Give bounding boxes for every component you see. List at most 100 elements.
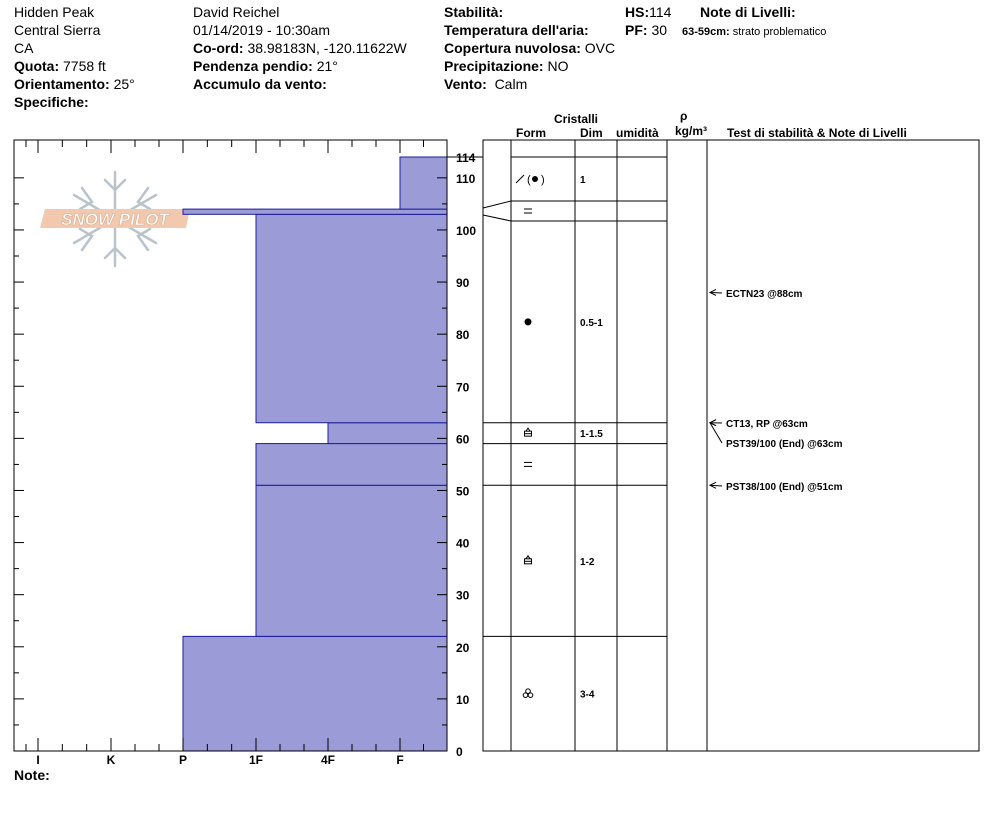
wind-label: Vento:: [444, 76, 487, 92]
observer: David Reichel: [193, 4, 280, 20]
hardness-tick-label: K: [107, 753, 116, 767]
coord-label: Co-ord:: [193, 40, 244, 56]
range: Central Sierra: [14, 22, 101, 38]
hardness-tick-label: 1F: [249, 753, 263, 767]
hs-row: HS:114: [625, 4, 671, 20]
pf-row: PF: 30: [625, 22, 667, 38]
faceted-icon: [524, 461, 532, 467]
height-tick-label: 40: [456, 537, 470, 551]
wind-loading-label: Accumulo da vento:: [193, 76, 327, 92]
notes-label: Note:: [14, 767, 50, 783]
height-tick-label: 110: [456, 172, 476, 186]
elevation-value: 7758 ft: [63, 58, 106, 74]
test-label: PST38/100 (End) @51cm: [726, 482, 843, 493]
precipitation-particles-icon: (): [515, 174, 545, 186]
layer-notes-label: Note di Livelli:: [700, 4, 796, 20]
depth-hoar-icon: [524, 554, 532, 565]
hardness-bar: [255, 213, 448, 424]
melt-form-icon: [522, 688, 534, 698]
hardness-bar: [182, 208, 448, 215]
layer-connector: [482, 200, 512, 209]
datetime: 01/14/2019 - 10:30am: [193, 22, 330, 38]
location: Hidden Peak: [14, 4, 95, 20]
layers-table-frame: [482, 139, 980, 752]
stability-label: Stabilità:: [444, 4, 504, 20]
height-tick-label: 10: [456, 693, 470, 707]
test-arrowhead: [708, 289, 717, 296]
icon-part: [532, 176, 538, 182]
crystal-size: 1-1.5: [580, 429, 603, 440]
height-tick-label: 70: [456, 380, 470, 394]
logo-text: SNOW PILOT: [61, 210, 170, 229]
slope-row: Pendenza pendio: 21°: [193, 58, 338, 74]
layer-note-text: strato problematico: [732, 26, 827, 38]
wind-value: Calm: [494, 76, 528, 92]
elevation-row: Quota: 7758 ft: [14, 58, 106, 74]
test-arrowhead: [708, 419, 717, 427]
sky-row: Copertura nuvolosa: OVC: [444, 40, 615, 56]
hs-label: HS:: [625, 4, 650, 20]
elevation-label: Quota:: [14, 58, 60, 74]
height-tick-label: 50: [456, 484, 470, 498]
moisture-header: umidità: [616, 126, 659, 140]
layer-note-range: 63-59cm:: [682, 26, 730, 38]
hardness-bar: [399, 156, 448, 210]
hardness-bar: [327, 422, 448, 445]
test-label: ECTN23 @88cm: [726, 289, 803, 300]
icon-part: [524, 318, 532, 326]
test-arrowhead: [708, 481, 717, 489]
height-tick-label: 114: [456, 151, 476, 165]
slope-label: Pendenza pendio:: [193, 58, 313, 74]
crystal-size: 0.5-1: [580, 318, 603, 329]
test-pointer: [709, 422, 723, 444]
coord-row: Co-ord: 38.98183N, -120.11622W: [193, 40, 407, 56]
height-tick-label: 100: [456, 224, 476, 238]
sky-value: OVC: [584, 40, 616, 56]
icon-part: ): [541, 174, 545, 186]
crystals-header: Cristalli: [554, 112, 599, 126]
aspect-value: 25°: [113, 76, 135, 92]
hardness-bar: [255, 443, 448, 486]
height-tick-label: 30: [456, 589, 470, 603]
crystal-size: 1: [580, 175, 586, 186]
icon-part: [525, 554, 531, 560]
size-header: Dim: [580, 126, 603, 140]
icon-part: (: [527, 174, 531, 186]
pf-label: PF:: [625, 22, 648, 38]
sky-label: Copertura nuvolosa:: [444, 40, 581, 56]
precip-row: Precipitazione: NO: [444, 58, 568, 74]
hardness-bar: [255, 484, 448, 637]
air-temp-label: Temperatura dell'aria:: [444, 22, 589, 38]
height-tick-label: 20: [456, 641, 470, 655]
faceted-icon: [524, 208, 532, 214]
hardness-plot-frame: [13, 139, 448, 752]
pf-value: 30: [651, 22, 668, 38]
hardness-tick-label: 4F: [321, 753, 335, 767]
wind-row: Vento: Calm: [444, 76, 527, 92]
icon-part: [515, 174, 525, 184]
test-pointer: [709, 291, 723, 294]
hardness-bar: [182, 635, 448, 752]
test-label: PST39/100 (End) @63cm: [726, 439, 843, 450]
hardness-bars: [182, 156, 448, 752]
icon-part: [527, 692, 534, 698]
icon-part: [525, 688, 531, 694]
layer-note-row: 63-59cm: strato problematico: [682, 24, 826, 40]
precip-value: NO: [547, 58, 569, 74]
aspect-label: Orientamento:: [14, 76, 110, 92]
rounded-grain-icon: [524, 318, 532, 326]
coord-value: 38.98183N, -120.11622W: [247, 40, 407, 56]
hardness-tick-label: P: [179, 753, 187, 767]
precip-label: Precipitazione:: [444, 58, 544, 74]
height-tick-label: 90: [456, 276, 470, 290]
test-label: CT13, RP @63cm: [726, 419, 808, 430]
snowpilot-logo: SNOW PILOT: [40, 170, 190, 268]
height-tick-label: 80: [456, 328, 470, 342]
hardness-tick-label: F: [396, 753, 403, 767]
form-header: Form: [516, 126, 546, 140]
layer-connector: [482, 214, 512, 222]
hardness-tick-label: I: [36, 753, 39, 767]
aspect-row: Orientamento: 25°: [14, 76, 135, 92]
height-tick-label: 60: [456, 432, 470, 446]
tests-header: Test di stabilità & Note di Livelli: [727, 126, 907, 140]
